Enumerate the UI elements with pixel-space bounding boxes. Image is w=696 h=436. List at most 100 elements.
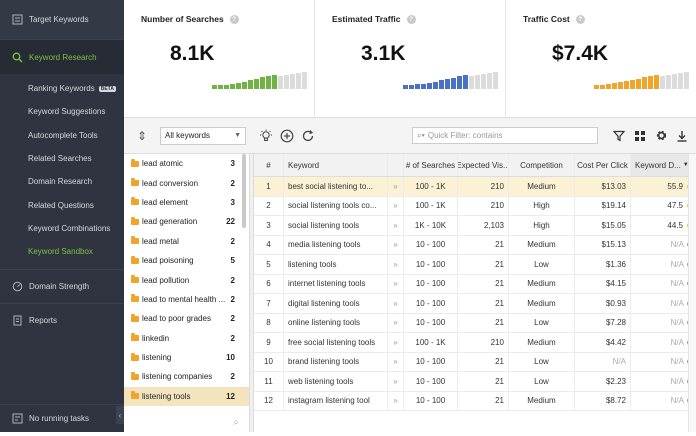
keyword-group-item[interactable]: listening companies 2 [124, 367, 249, 386]
groups-search-icon[interactable]: ⌕ [233, 417, 239, 428]
table-row[interactable]: 3 social listening tools» 1K - 10K 2,103 Hig… [254, 216, 696, 236]
panel-splitter[interactable] [250, 154, 254, 432]
col-header-expected-visits[interactable]: Expected Vis... [458, 154, 509, 176]
col-header-competition[interactable]: Competition [509, 154, 575, 176]
expand-arrows-icon[interactable]: » [388, 255, 404, 274]
lightbulb-button[interactable] [258, 128, 274, 144]
cell-searches: 10 - 100 [404, 313, 458, 332]
col-header-keyword-difficulty[interactable]: Keyword D... ▼ [631, 154, 696, 176]
task-status[interactable]: No running tasks [0, 404, 124, 432]
expand-arrows-icon[interactable]: » [388, 235, 404, 254]
cell-searches: 100 - 1K [404, 177, 458, 196]
keyword-group-item[interactable]: linkedin 2 [124, 329, 249, 348]
keyword-group-item[interactable]: lead atomic 3 [124, 154, 249, 173]
table-row[interactable]: 11 web listening tools» 10 - 100 21 Low $2.23… [254, 372, 696, 392]
keyword-group-item[interactable]: lead poisoning 5 [124, 251, 249, 270]
export-button[interactable] [674, 128, 690, 144]
expand-arrows-icon[interactable]: » [388, 352, 404, 371]
trend-bar [648, 76, 653, 89]
col-header-keyword[interactable]: Keyword [284, 154, 388, 176]
cell-keyword-difficulty: 47.5 [631, 197, 696, 216]
add-keyword-button[interactable] [279, 128, 295, 144]
refresh-button[interactable] [300, 128, 316, 144]
columns-button[interactable] [632, 128, 648, 144]
sidebar-item-target-keywords[interactable]: Target Keywords [0, 0, 124, 40]
cell-keyword: social listening tools [284, 216, 388, 235]
groups-scrollbar[interactable] [242, 154, 246, 228]
table-row[interactable]: 12 instagram listening tool» 10 - 100 21 Med… [254, 391, 696, 411]
keyword-group-item[interactable]: lead to mental health ... 2 [124, 290, 249, 309]
keyword-group-select[interactable]: All keywords ▼ [160, 126, 246, 145]
sidebar-section-keyword-research[interactable]: Keyword Research [0, 40, 124, 74]
sidebar-subitem[interactable]: Domain Research [0, 170, 124, 193]
cell-cpc: $19.14 [575, 196, 631, 215]
col-header-cpc[interactable]: Cost Per Click [575, 154, 631, 176]
sidebar-item-reports[interactable]: Reports [0, 303, 124, 337]
sidebar-subitem-label: Ranking Keywords [28, 84, 95, 94]
trend-bar [594, 85, 599, 89]
cell-competition: Medium [509, 177, 575, 196]
folder-icon [131, 352, 139, 361]
help-icon[interactable]: ? [229, 14, 239, 24]
table-row[interactable]: 10 brand listening tools» 10 - 100 21 Low N/A… [254, 352, 696, 372]
expand-arrows-icon[interactable]: » [388, 177, 404, 196]
expand-arrows-icon[interactable]: » [388, 216, 404, 235]
refresh-icon [302, 129, 314, 141]
keyword-group-item[interactable]: listening tools 12 [124, 386, 249, 407]
keyword-group-item[interactable]: lead element 3 [124, 193, 249, 212]
table-row[interactable]: 2 social listening tools co...» 100 - 1K 21… [254, 196, 696, 216]
table-row[interactable]: 7 digital listening tools» 10 - 100 21 Mediu… [254, 294, 696, 314]
keyword-group-item[interactable]: listening 10 [124, 348, 249, 367]
table-row[interactable]: 4 media listening tools» 10 - 100 21 Medium $… [254, 235, 696, 255]
stats-panel: Number of Searches? 8.1K Estimated Traffic… [124, 0, 696, 117]
sidebar-subitem[interactable]: Autocomplete Tools [0, 124, 124, 147]
cell-keyword-difficulty: N/A [631, 236, 696, 255]
sidebar-subitem[interactable]: Keyword Combinations [0, 217, 124, 240]
trend-bar [421, 84, 426, 89]
kd-value: 55.9 [667, 181, 683, 191]
cell-number: 7 [254, 294, 284, 313]
group-label: lead element [142, 197, 188, 207]
col-header-number[interactable]: # [254, 154, 284, 176]
filter-button[interactable] [611, 128, 627, 144]
cell-cpc: $0.93 [575, 294, 631, 313]
table-row[interactable]: 5 listening tools» 10 - 100 21 Low $1.36 N/A [254, 255, 696, 275]
table-row[interactable]: 8 online listening tools» 10 - 100 21 Low $7.… [254, 313, 696, 333]
kd-value: N/A [670, 337, 684, 347]
expand-arrows-icon[interactable]: » [388, 333, 404, 352]
collapse-sidebar-button[interactable]: ‹ [116, 406, 124, 424]
cell-searches: 10 - 100 [404, 274, 458, 293]
sort-toggle-button[interactable]: ⇕ [124, 129, 160, 143]
sidebar-subitem[interactable]: Keyword Suggestions [0, 100, 124, 123]
table-row[interactable]: 9 free social listening tools» 100 - 1K 210… [254, 333, 696, 353]
expand-arrows-icon[interactable]: » [388, 313, 404, 332]
kd-value: N/A [670, 318, 684, 328]
keyword-group-item[interactable]: lead pollution 2 [124, 270, 249, 289]
help-icon[interactable]: ? [406, 14, 416, 24]
group-count: 2 [230, 178, 235, 188]
keyword-group-item[interactable]: lead to poor grades 2 [124, 309, 249, 328]
sidebar-subitem[interactable]: Related Searches [0, 147, 124, 170]
table-row[interactable]: 6 internet listening tools» 10 - 100 21 Medi… [254, 274, 696, 294]
expand-arrows-icon[interactable]: » [388, 372, 404, 391]
sidebar-subitem[interactable]: Ranking Keywords BETA [0, 77, 124, 100]
table-row[interactable]: 1 best social listening to...» 100 - 1K 210… [254, 177, 696, 197]
sidebar-subitem[interactable]: Related Questions [0, 193, 124, 216]
expand-arrows-icon[interactable]: » [388, 274, 404, 293]
expand-arrows-icon[interactable]: » [388, 294, 404, 313]
trend-bar [242, 82, 247, 89]
keyword-group-item[interactable]: lead conversion 2 [124, 173, 249, 192]
help-icon[interactable]: ? [575, 14, 585, 24]
sidebar-subitem[interactable]: Keyword Sandbox [0, 240, 124, 263]
sidebar-subitem-label: Domain Research [28, 177, 93, 187]
keyword-group-item[interactable]: lead generation 22 [124, 212, 249, 231]
col-header-searches[interactable]: # of Searches [404, 154, 458, 176]
keyword-group-item[interactable]: lead metal 2 [124, 232, 249, 251]
table-scrollbar[interactable] [688, 154, 696, 432]
expand-arrows-icon[interactable]: » [388, 391, 404, 410]
quick-filter-input[interactable]: ⌕▾ Quick Filter: contains [412, 127, 598, 144]
sidebar-item-domain-strength[interactable]: Domain Strength [0, 269, 124, 303]
settings-button[interactable] [653, 128, 669, 144]
expand-arrows-icon[interactable]: » [388, 196, 404, 215]
cell-cpc: $2.23 [575, 372, 631, 391]
